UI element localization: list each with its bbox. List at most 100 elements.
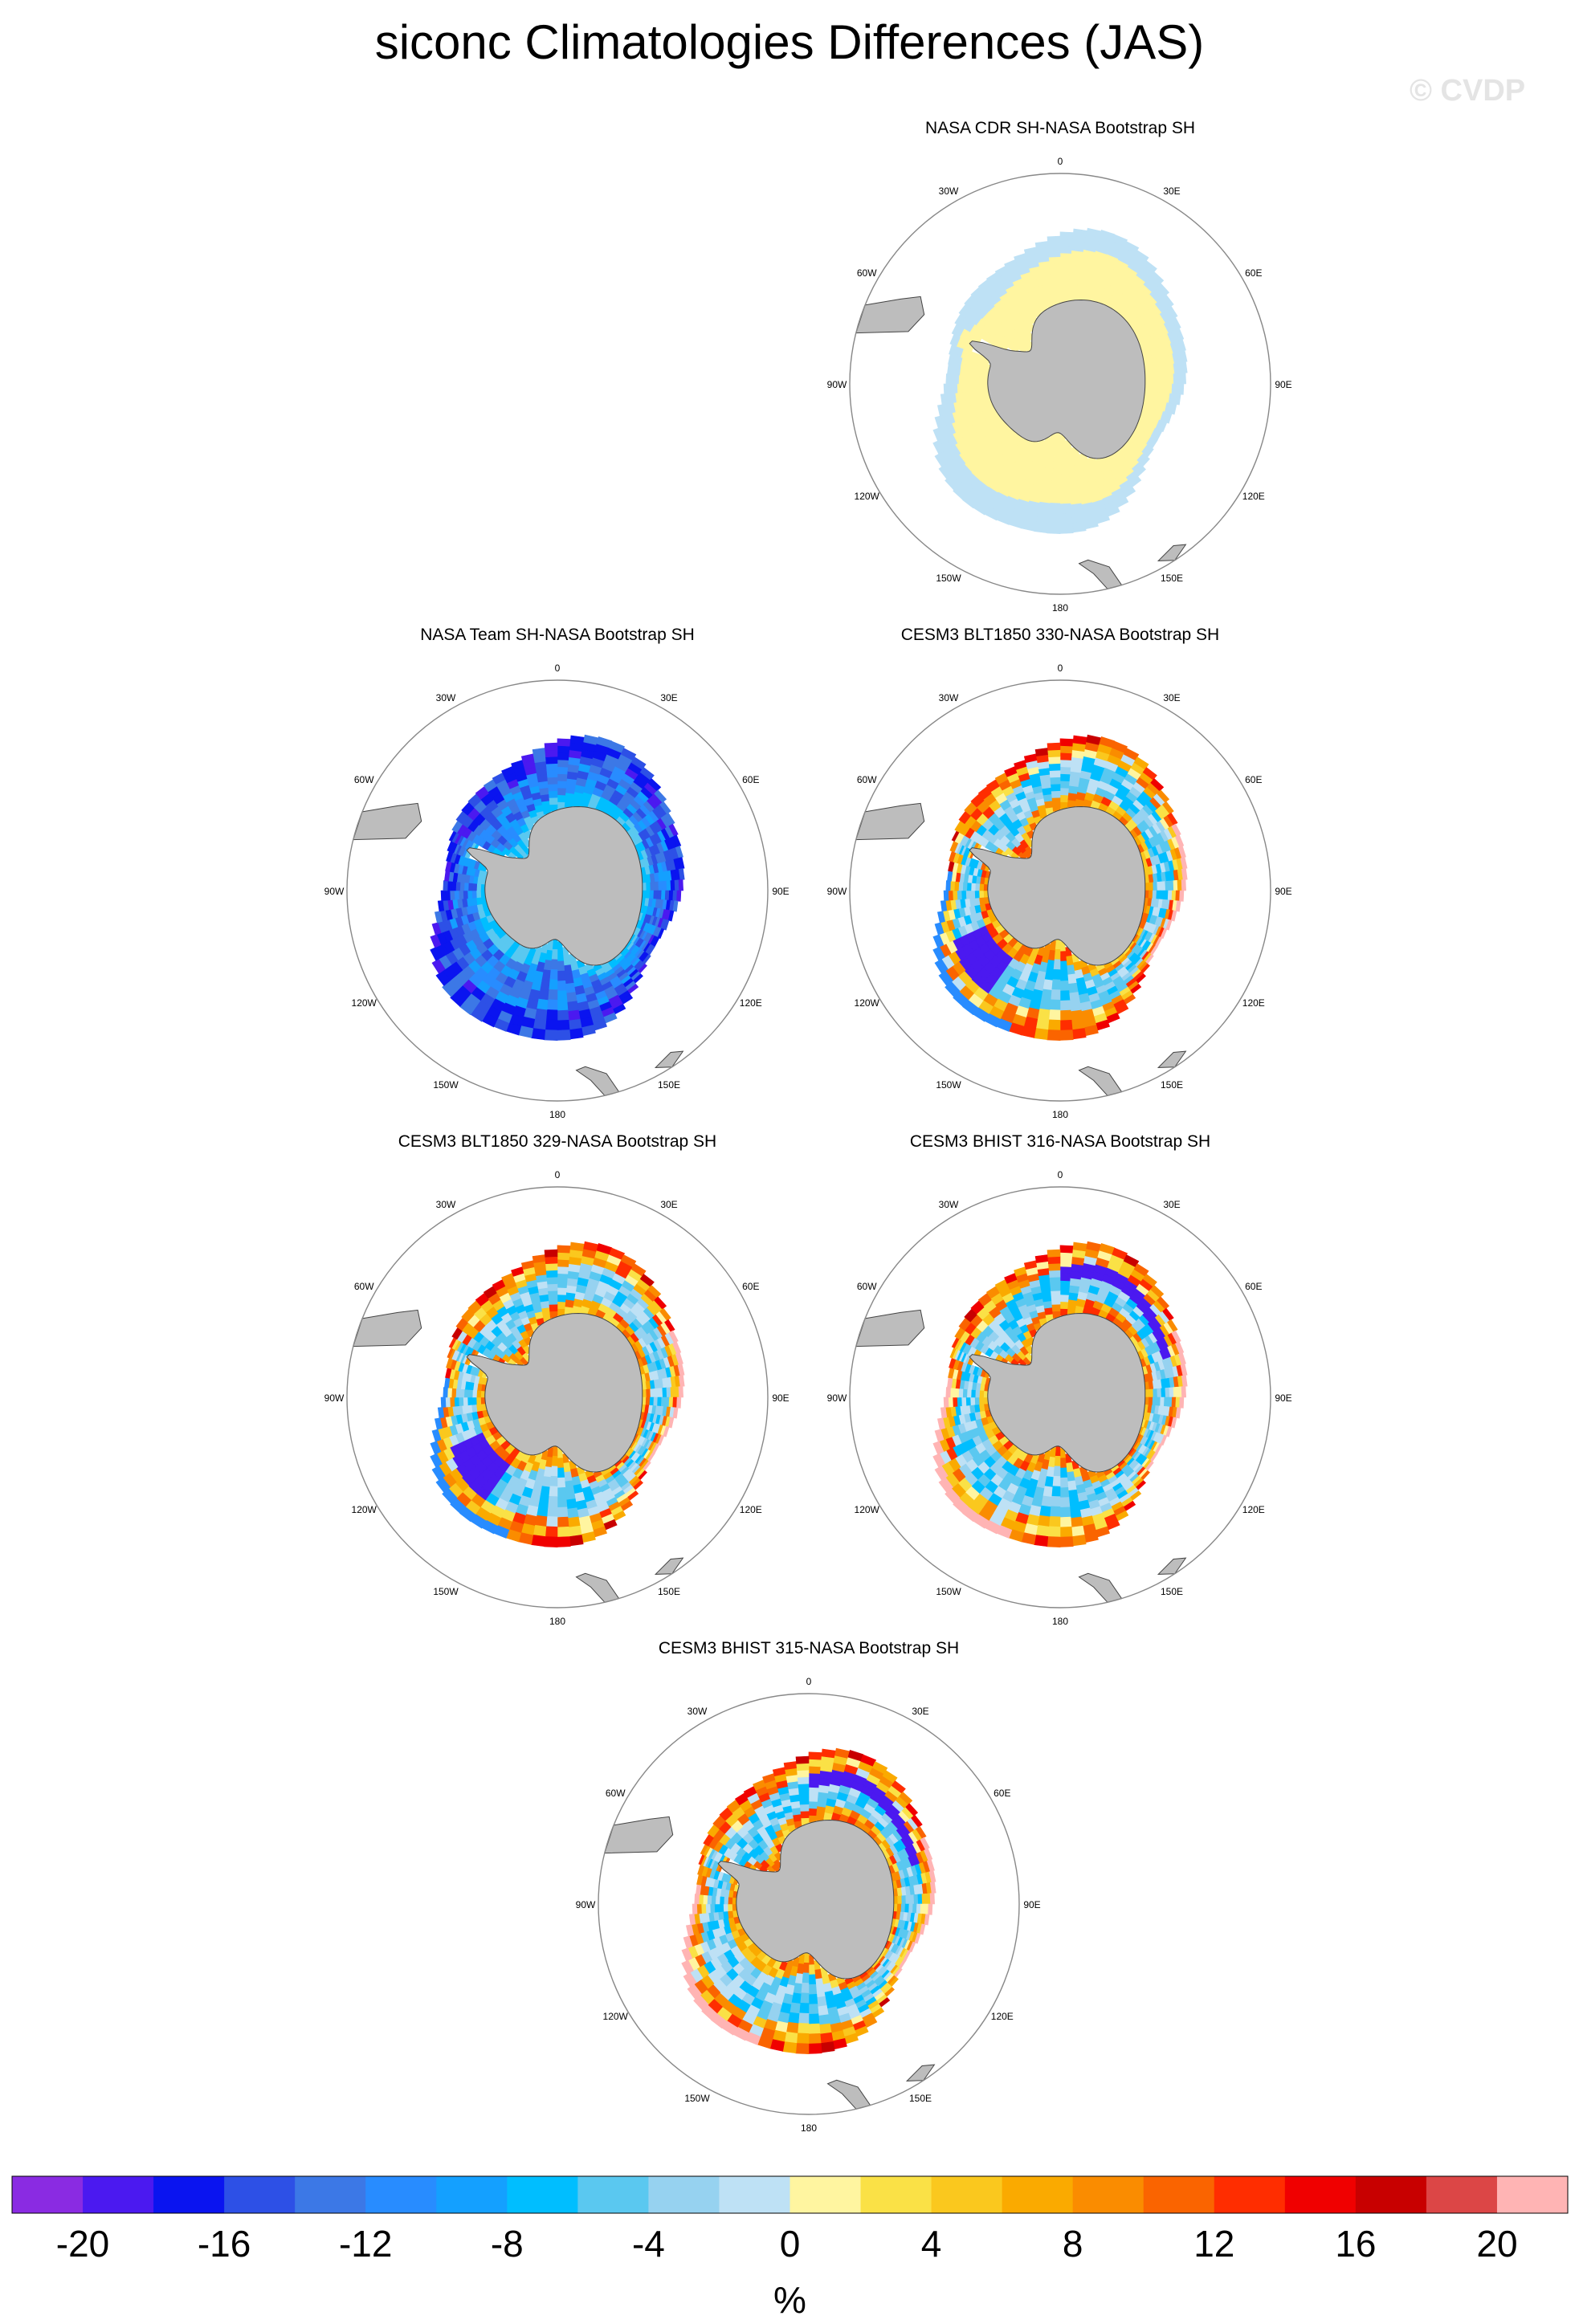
- ice-cell: [932, 1453, 945, 1468]
- ice-cell: [431, 1429, 442, 1442]
- ice-cell: [1171, 890, 1177, 901]
- ice-cell: [1165, 412, 1173, 424]
- ice-cell: [1067, 973, 1077, 985]
- ice-cell: [557, 1497, 568, 1508]
- ice-cell: [545, 1516, 558, 1527]
- longitude-label: 60E: [1245, 267, 1262, 279]
- ice-cell: [1071, 521, 1087, 533]
- colorbar-swatch: [436, 2176, 508, 2213]
- ice-cell: [1099, 1243, 1116, 1255]
- ice-cell: [1059, 512, 1073, 524]
- ice-cell: [557, 951, 565, 962]
- tasmania-land: [1157, 544, 1187, 561]
- ice-cell: [557, 1536, 571, 1547]
- ice-cell: [569, 1028, 584, 1040]
- ice-cell: [945, 880, 951, 891]
- ice-cell: [783, 1761, 798, 1770]
- ice-cell: [1059, 239, 1074, 247]
- ice-cell: [568, 1018, 582, 1030]
- ice-cell: [1175, 890, 1181, 902]
- ice-cell: [1072, 228, 1087, 239]
- ice-cell: [557, 1467, 565, 1478]
- colorbar-tick-label: 4: [921, 2223, 942, 2265]
- colorbar-tick-label: 16: [1335, 2223, 1376, 2265]
- colorbar-swatch: [648, 2176, 720, 2213]
- ice-cell: [1047, 243, 1061, 251]
- ice-cell: [926, 1859, 935, 1872]
- ice-cell: [934, 451, 949, 467]
- ice-cell: [653, 1396, 659, 1407]
- ice-cell: [701, 2004, 718, 2020]
- ice-cell: [545, 763, 558, 771]
- ice-cell: [647, 1285, 662, 1299]
- ice-cell: [557, 787, 567, 796]
- ice-cell: [1051, 1486, 1061, 1498]
- ice-cell: [1059, 267, 1071, 275]
- ice-cell: [1049, 769, 1061, 778]
- ice-cell: [459, 1388, 465, 1398]
- colorbar-swatch: [931, 2176, 1003, 2213]
- ice-cell: [1044, 1307, 1054, 1315]
- antarctica-land: [969, 805, 1146, 966]
- ice-cell: [1068, 1498, 1080, 1510]
- ice-cell: [1164, 1396, 1169, 1408]
- ice-cell: [1059, 773, 1071, 782]
- ice-cell: [1161, 374, 1166, 385]
- longitude-label: 90E: [1023, 1899, 1040, 1910]
- ice-cell: [645, 1396, 651, 1406]
- ice-cell: [912, 1903, 917, 1914]
- ice-cell: [657, 928, 665, 940]
- ice-cell: [1059, 1507, 1071, 1518]
- ice-cell: [548, 1297, 558, 1305]
- antarctica-land: [969, 299, 1146, 459]
- ice-cell: [1112, 234, 1128, 247]
- ice-cell: [562, 955, 571, 966]
- ice-cell: [908, 1903, 914, 1914]
- ice-cell: [921, 1893, 927, 1905]
- colorbar-swatch: [1496, 2176, 1569, 2213]
- ice-cell: [1037, 1008, 1051, 1021]
- ice-cell: [1066, 964, 1075, 976]
- ice-cell: [545, 1009, 558, 1021]
- longitude-label: 90W: [324, 1392, 345, 1404]
- ice-cell: [1051, 968, 1061, 981]
- ice-cell: [1152, 383, 1157, 393]
- ice-cell: [596, 1243, 613, 1255]
- ice-cell: [664, 1396, 670, 1408]
- ice-cell: [707, 1894, 712, 1905]
- ice-cell: [1048, 1270, 1061, 1278]
- ice-cell: [705, 1903, 711, 1914]
- antarctica-land: [466, 1312, 643, 1473]
- ice-cell: [565, 792, 575, 801]
- ice-cell: [928, 1870, 936, 1883]
- ice-cell: [961, 1396, 967, 1407]
- ice-cell: [1068, 992, 1080, 1003]
- longitude-label: 150E: [909, 2093, 932, 2104]
- ice-cell: [934, 1429, 945, 1442]
- ice-cell: [677, 857, 685, 870]
- colorbar-swatch: [1002, 2176, 1074, 2213]
- ice-cell: [1153, 882, 1158, 891]
- ice-cell: [1044, 800, 1054, 809]
- ice-cell: [1065, 955, 1074, 966]
- ice-cell: [925, 1893, 931, 1905]
- ice-cell: [1142, 260, 1157, 274]
- polar-map: 0 30E 60E 90E 120E 150E 180 150W 120W 90W 60W 30W: [324, 663, 790, 1120]
- ice-cell: [534, 1008, 548, 1021]
- ice-cell: [550, 959, 558, 970]
- ice-cell: [685, 1924, 695, 1937]
- ice-cell: [966, 882, 972, 891]
- ice-cell: [1059, 1252, 1074, 1261]
- ice-cell: [1059, 1245, 1074, 1254]
- ice-cell: [567, 1516, 581, 1528]
- ice-cell: [819, 2032, 834, 2044]
- ice-cell: [630, 756, 647, 770]
- panel-bhist-316: CESM3 BHIST 316-NASA Bootstrap SH 0 30E 60…: [803, 1132, 1317, 1630]
- longitude-label: 90W: [827, 886, 847, 897]
- ice-cell: [787, 2012, 800, 2024]
- ice-cell: [800, 1810, 810, 1819]
- ice-cell: [1059, 1477, 1069, 1489]
- ice-cell: [952, 1396, 958, 1408]
- new-zealand-land: [826, 2079, 871, 2110]
- ice-cell: [675, 1352, 683, 1365]
